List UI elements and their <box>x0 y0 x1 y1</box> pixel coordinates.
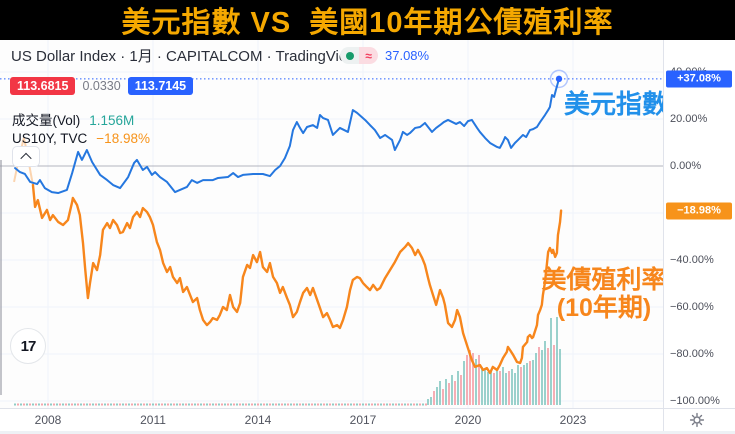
volume-bar <box>481 367 483 405</box>
price-scale-label: −40.00% <box>670 254 714 266</box>
volume-bar <box>541 350 543 405</box>
volume-bar <box>433 391 435 405</box>
time-axis-label: 2023 <box>559 413 587 427</box>
volume-bar <box>487 372 489 405</box>
volume-bar <box>442 389 444 405</box>
volume-bar <box>538 347 540 405</box>
annotation-us10y: 美債殖利率 (10年期) <box>534 266 674 322</box>
volume-bar <box>499 371 501 405</box>
volume-bar <box>469 350 471 405</box>
time-axis-label: 2014 <box>244 413 272 427</box>
delayed-data-icon: ≈ <box>359 47 378 64</box>
change-percent: 37.08% <box>385 48 430 63</box>
volume-bar <box>451 375 453 405</box>
annotation-usd-index: 美元指數 <box>564 89 669 119</box>
volume-bar <box>505 373 507 405</box>
volume-bar <box>544 341 546 405</box>
volume-bar <box>448 383 450 405</box>
bottom-strip <box>0 431 735 434</box>
volume-bar <box>439 381 441 405</box>
volume-bar <box>496 369 498 405</box>
symbol-title[interactable]: US Dollar Index · 1月 · CAPITALCOM · Trad… <box>11 48 359 65</box>
price-chart-canvas[interactable] <box>0 40 663 408</box>
green-dot-icon <box>345 51 354 60</box>
usd-index-line <box>14 77 560 195</box>
volume-bar <box>472 353 474 405</box>
us10y-line <box>31 183 563 375</box>
last-point-ring <box>549 69 569 89</box>
gear-icon[interactable] <box>689 412 705 428</box>
price-scale-label: −80.00% <box>670 348 714 360</box>
volume-bar <box>508 371 510 405</box>
price-scale-label: 0.00% <box>670 160 702 172</box>
volume-bar <box>454 381 456 405</box>
volume-bar <box>427 399 429 405</box>
market-status-pill[interactable]: ≈ <box>340 47 378 64</box>
compare-symbol-label: US10Y, TVC <box>12 131 88 146</box>
price-scale-label: −100.00% <box>670 395 720 407</box>
quote-row: 113.6815 0.0330 113.7145 <box>10 77 194 95</box>
bid-price-badge: 113.6815 <box>10 77 76 95</box>
volume-bar <box>511 369 513 405</box>
volume-bar <box>520 367 522 405</box>
time-axis-label: 2017 <box>349 413 377 427</box>
compare-legend[interactable]: US10Y, TVC −18.98% <box>12 131 150 146</box>
ask-price-badge: 113.7145 <box>127 77 194 95</box>
price-scale-label: −60.00% <box>670 301 714 313</box>
volume-bar <box>556 317 558 405</box>
volume-bar <box>553 345 555 405</box>
price-scale-badge: −18.98% <box>666 202 732 220</box>
volume-value: 1.156M <box>89 113 135 128</box>
volume-bar <box>490 371 492 405</box>
market-open-indicator <box>340 47 359 64</box>
volume-bar <box>523 365 525 405</box>
volume-legend[interactable]: 成交量(Vol) 1.156M <box>12 109 134 129</box>
page-title-bar: 美元指數 VS 美國10年期公債殖利率 <box>0 0 735 40</box>
tradingview-logo[interactable]: 17 <box>10 328 46 364</box>
price-scale-badge: +37.08% <box>666 70 732 88</box>
volume-bar <box>463 361 465 405</box>
time-axis-label: 2008 <box>34 413 62 427</box>
price-scale[interactable]: 40.00%20.00%0.00%−40.00%−60.00%−80.00%−1… <box>663 40 735 408</box>
volume-bar <box>559 349 561 405</box>
chart-area[interactable]: US Dollar Index · 1月 · CAPITALCOM · Trad… <box>0 40 735 408</box>
last-point-dot <box>555 75 563 83</box>
volume-bar <box>532 360 534 405</box>
collapse-pane-button[interactable] <box>12 146 40 167</box>
volume-bar <box>514 373 516 405</box>
volume-bar <box>478 355 480 405</box>
volume-bar <box>460 375 462 405</box>
volume-bar <box>547 348 549 405</box>
volume-bar <box>529 361 531 405</box>
time-axis-label: 2011 <box>140 413 166 427</box>
volume-label: 成交量(Vol) <box>12 113 81 128</box>
page-title: 美元指數 VS 美國10年期公債殖利率 <box>121 7 614 39</box>
compare-change-value: −18.98% <box>96 131 150 146</box>
price-scale-label: 20.00% <box>670 113 708 125</box>
volume-bar <box>502 367 504 405</box>
annotation-us10y-line1: 美債殖利率 <box>541 266 667 294</box>
volume-bar <box>457 371 459 405</box>
time-axis[interactable]: 2008 2011 2014 2017 2020 2023 <box>0 408 735 432</box>
volume-bar <box>493 373 495 405</box>
volume-bar <box>445 379 447 405</box>
spread-value: 0.0330 <box>82 79 121 93</box>
chevron-up-icon <box>20 152 32 164</box>
volume-bar <box>466 355 468 405</box>
left-edge-line <box>0 160 2 395</box>
volume-bar <box>535 353 537 405</box>
volume-bar <box>526 363 528 405</box>
volume-bar <box>484 370 486 405</box>
time-axis-label: 2020 <box>454 413 482 427</box>
volume-bar <box>436 387 438 405</box>
volume-bar <box>475 359 477 405</box>
axis-separator <box>663 409 664 431</box>
volume-bar <box>517 365 519 405</box>
volume-bar <box>430 397 432 405</box>
annotation-us10y-line2: (10年期) <box>556 294 652 322</box>
volume-bar <box>550 318 552 405</box>
